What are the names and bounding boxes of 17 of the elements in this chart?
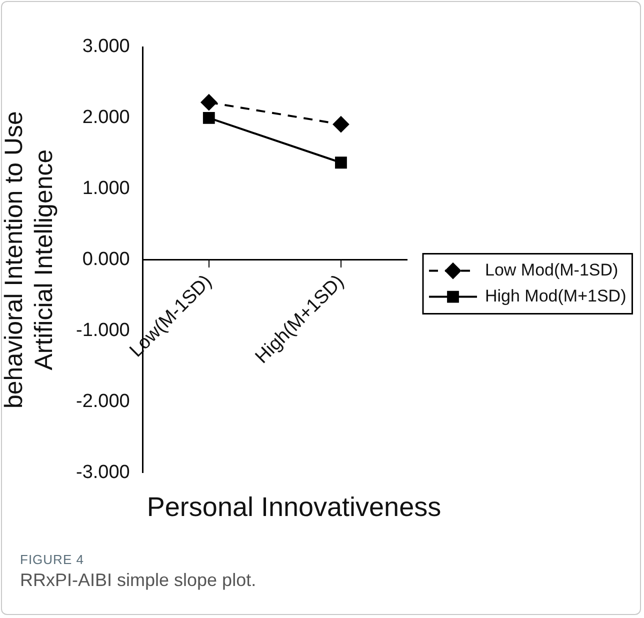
point [200,94,217,110]
point [202,112,215,124]
y-tick-label: 0.000 [82,249,130,270]
y-tick-label: 1.000 [82,178,130,200]
y-axis-title: behavioral Intention to Use Artificial Intelligence [0,111,58,409]
caption: FIGURE 4 [20,552,84,567]
legend-label: Low Mod(M-1SD) [485,260,618,280]
point [335,156,347,169]
text: RRxPI-AIBI simple slope plot. [20,570,256,591]
x-axis-title: Personal Innovativeness [146,492,442,523]
point [332,116,349,132]
y-tick-label: 2.000 [82,107,130,128]
y-tick-label: -2.000 [76,390,130,412]
y-tick-label: -1.000 [76,320,130,341]
y-tick-label: -3.000 [76,462,130,483]
y-tick-label: 3.000 [82,36,130,58]
legend-label: High Mod(M+1SD) [485,286,626,306]
